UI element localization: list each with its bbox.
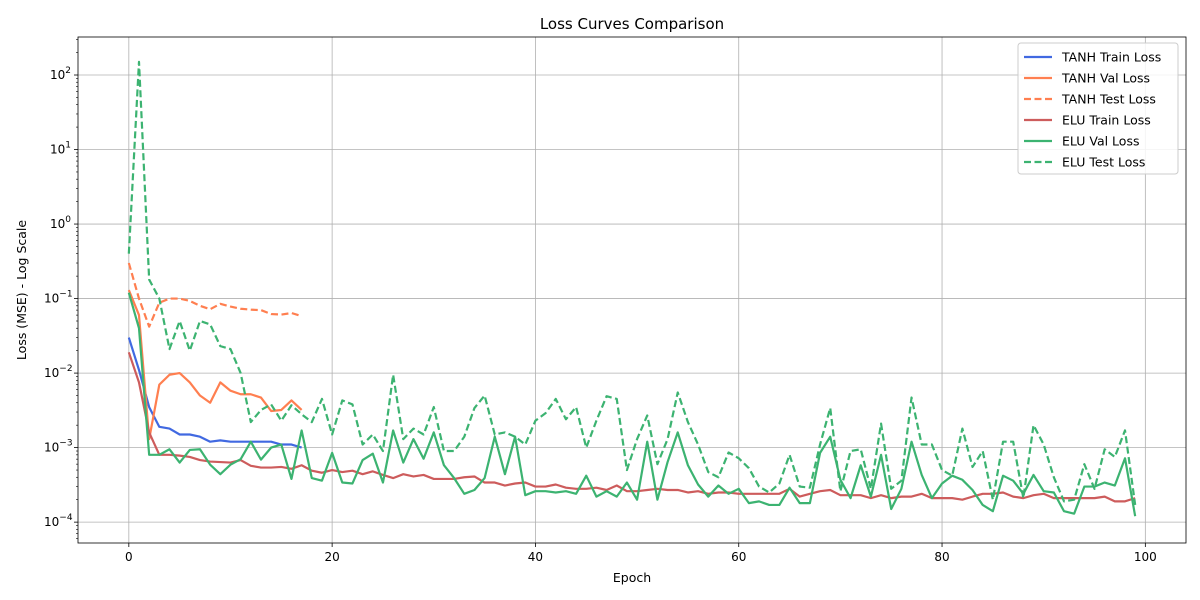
grid (78, 37, 1186, 543)
legend-label: TANH Train Loss (1061, 50, 1161, 65)
y-tick-label: 10−4 (44, 513, 73, 529)
legend-label: ELU Train Loss (1062, 113, 1151, 128)
series-line-tanh-val-loss (127, 289, 303, 441)
x-tick-label: 0 (125, 550, 133, 564)
y-tick-exponent: 2 (65, 66, 71, 76)
x-tick-label: 60 (731, 550, 746, 564)
legend-box (1017, 42, 1179, 175)
y-axis-label: Loss (MSE) - Log Scale (14, 220, 29, 360)
legend-label: ELU Val Loss (1062, 134, 1139, 149)
y-tick-label: 101 (50, 141, 71, 157)
x-tick-label: 40 (528, 550, 543, 564)
y-tick-label: 102 (50, 66, 71, 82)
series-line-elu-val-loss (127, 292, 1137, 517)
series-line-tanh-train-loss (127, 337, 302, 449)
legend-label: TANH Test Loss (1061, 92, 1156, 107)
x-tick-label: 100 (1134, 550, 1157, 564)
y-tick-exponent: 0 (65, 215, 71, 225)
chart-title: Loss Curves Comparison (540, 15, 724, 33)
y-tick-exponent: −2 (59, 364, 72, 374)
legend: TANH Train Loss TANH Val Loss TANH Test Lo… (1017, 42, 1179, 175)
y-tick-exponent: −3 (59, 439, 72, 449)
series-lines (127, 60, 1137, 517)
y-tick-label: 100 (50, 215, 71, 231)
series-line-tanh-test-loss (127, 262, 302, 328)
y-tick-exponent: −1 (59, 290, 72, 300)
y-tick-label: 10−1 (44, 290, 73, 306)
y-tick-label: 10−3 (44, 439, 73, 455)
legend-label: TANH Val Loss (1061, 71, 1150, 86)
plot-frame (77, 36, 1187, 544)
x-tick-label: 80 (934, 550, 949, 564)
x-axis-label: Epoch (613, 570, 651, 585)
y-tick-label: 10−2 (44, 364, 73, 380)
legend-label: ELU Test Loss (1062, 155, 1145, 170)
series-line-elu-test-loss (127, 60, 1137, 506)
y-tick-exponent: −4 (59, 513, 73, 523)
x-tick-label: 20 (324, 550, 339, 564)
y-tick-exponent: 1 (65, 141, 71, 151)
